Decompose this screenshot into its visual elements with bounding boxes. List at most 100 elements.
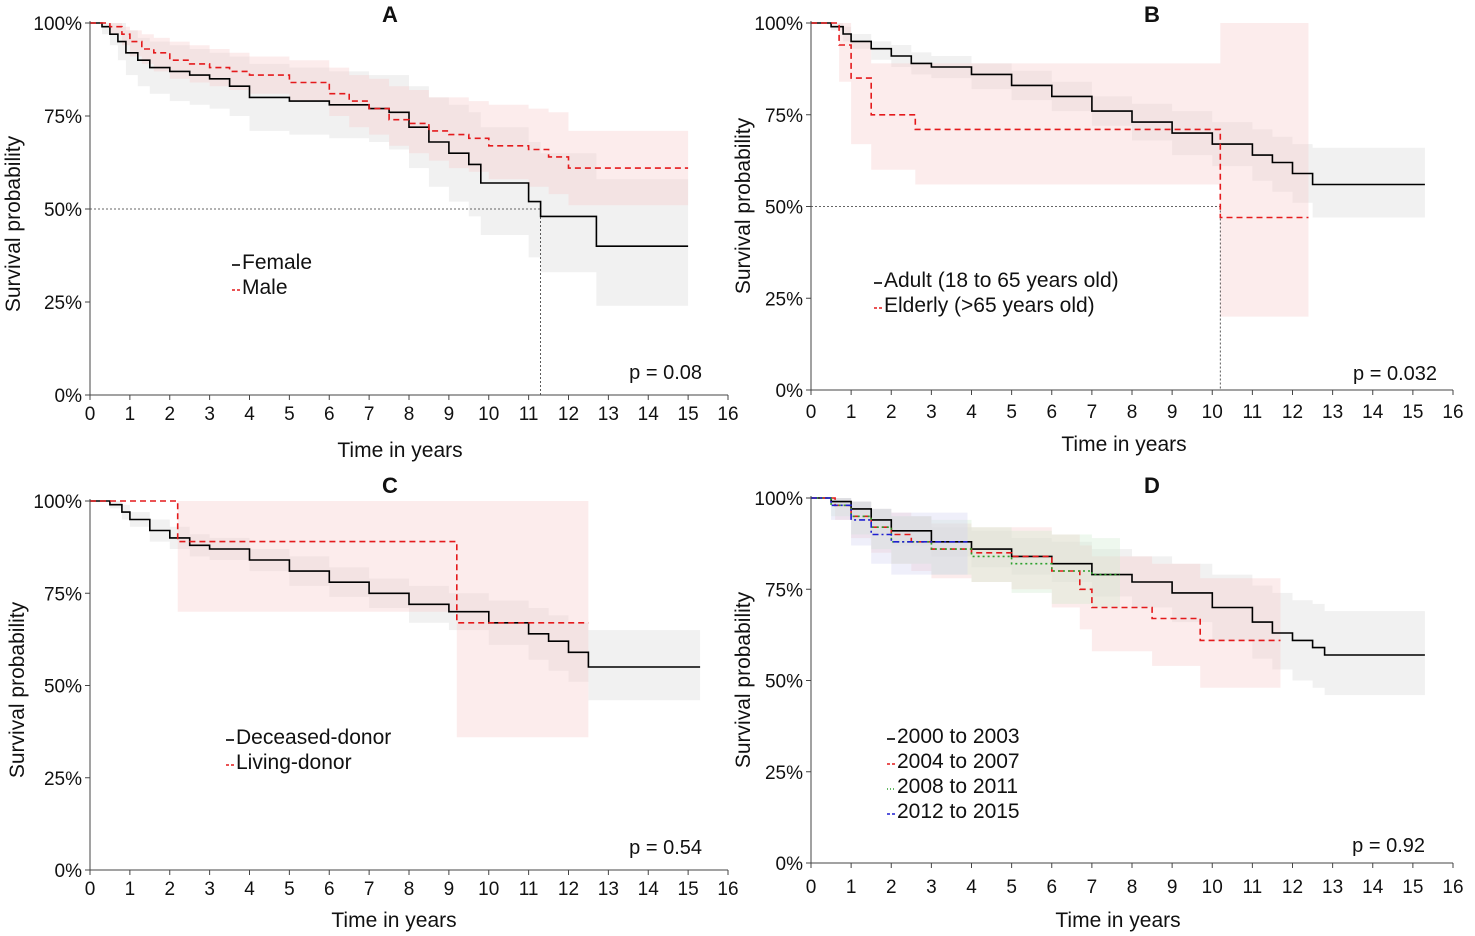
panel-b: 0 1 2 3 4 5 6 7 8 9 10 11 12 13 14 15 160%25%50%75%100%S… <box>732 2 1464 456</box>
x-tick-label: 4 <box>966 402 977 423</box>
legend-label: 2000 to 2003 <box>897 725 1020 748</box>
y-tick-label: 100% <box>754 489 803 510</box>
x-tick-label: 5 <box>1006 402 1017 423</box>
x-tick-label: 10 <box>478 879 499 900</box>
x-tick-label: 7 <box>364 879 375 900</box>
x-tick-label: 13 <box>598 879 619 900</box>
panel-a: 0 1 2 3 4 5 6 7 8 9 10 11 12 13 14 15 160%25%50%75%100%S… <box>2 2 739 462</box>
survival-curve-female <box>90 22 689 247</box>
survival-curve-2004-to-2007 <box>811 497 1281 642</box>
ci-band-elderly-65-years-old- <box>811 23 1309 317</box>
y-tick-label: 50% <box>765 198 803 219</box>
x-tick-label: 12 <box>558 404 579 425</box>
y-axis-title: Survival probability <box>2 135 25 312</box>
x-tick-label: 3 <box>926 402 937 423</box>
x-tick-label: 15 <box>1402 877 1423 898</box>
ci-band-2000-to-2003 <box>811 498 1425 696</box>
x-tick-label: 6 <box>324 879 335 900</box>
x-tick-label: 8 <box>404 404 415 425</box>
y-tick-label: 75% <box>44 107 82 128</box>
x-tick-label: 4 <box>244 879 255 900</box>
ci-band-female <box>90 23 689 306</box>
x-tick-label: 11 <box>1243 877 1263 898</box>
ci-band-2012-to-2015 <box>811 498 968 575</box>
x-tick-label: 3 <box>204 879 215 900</box>
y-tick-label: 75% <box>44 584 82 605</box>
y-tick-label: 0% <box>55 386 83 407</box>
y-tick-label: 0% <box>776 381 804 402</box>
y-tick-label: 25% <box>44 769 82 790</box>
x-tick-label: 16 <box>717 879 738 900</box>
y-tick-label: 75% <box>765 580 803 601</box>
p-value: p = 0.54 <box>629 837 702 859</box>
x-tick-label: 13 <box>1322 402 1343 423</box>
x-tick-label: 0 <box>806 402 817 423</box>
x-tick-label: 8 <box>1127 402 1138 423</box>
legend-label: Adult (18 to 65 years old) <box>884 269 1119 292</box>
x-tick-label: 9 <box>444 879 455 900</box>
x-tick-label: 8 <box>1127 877 1138 898</box>
x-tick-label: 15 <box>678 879 699 900</box>
y-tick-label: 50% <box>44 200 82 221</box>
x-tick-label: 14 <box>638 404 660 425</box>
survival-curve-elderly-65-years-old- <box>811 22 1309 219</box>
y-tick-label: 50% <box>44 677 82 698</box>
x-axis-title: Time in years <box>1061 433 1186 456</box>
y-tick-label: 25% <box>765 289 803 310</box>
panel-d: 0 1 2 3 4 5 6 7 8 9 10 11 12 13 14 15 160%25%50%75%100%S… <box>732 473 1464 932</box>
panel-label: A <box>382 2 398 27</box>
y-tick-label: 0% <box>55 861 83 882</box>
x-tick-label: 7 <box>1087 877 1098 898</box>
panel-label: B <box>1144 2 1160 27</box>
x-tick-label: 5 <box>284 879 295 900</box>
survival-curve-2012-to-2015 <box>811 497 968 543</box>
x-tick-label: 2 <box>886 877 897 898</box>
legend-label: Deceased-donor <box>236 726 391 749</box>
x-tick-label: 0 <box>806 877 817 898</box>
x-tick-label: 9 <box>444 404 455 425</box>
survival-curve-living-donor <box>90 500 589 624</box>
x-tick-label: 10 <box>1202 402 1223 423</box>
x-tick-label: 15 <box>678 404 699 425</box>
ci-band-deceased-donor <box>90 501 701 701</box>
y-axis-title: Survival probability <box>732 117 755 294</box>
panel-c: 0 1 2 3 4 5 6 7 8 9 10 11 12 13 14 15 160%25%50%75%100%S… <box>6 473 739 932</box>
x-tick-label: 3 <box>204 404 215 425</box>
y-axis-title: Survival probability <box>732 591 755 768</box>
x-tick-label: 6 <box>1046 877 1057 898</box>
y-tick-label: 100% <box>754 14 803 35</box>
ci-band-2008-to-2011 <box>811 498 1120 608</box>
x-tick-label: 13 <box>598 404 619 425</box>
x-tick-label: 2 <box>886 402 897 423</box>
x-tick-label: 1 <box>125 879 136 900</box>
x-tick-label: 6 <box>324 404 335 425</box>
x-tick-label: 12 <box>1282 877 1303 898</box>
legend-label: Living-donor <box>236 751 352 774</box>
panel-label: C <box>382 473 398 498</box>
x-tick-label: 8 <box>404 879 415 900</box>
survival-curve-deceased-donor <box>90 500 701 668</box>
legend-label: 2012 to 2015 <box>897 800 1020 823</box>
x-tick-label: 0 <box>85 879 96 900</box>
x-tick-label: 5 <box>1006 877 1017 898</box>
x-axis-title: Time in years <box>331 909 456 932</box>
x-axis-title: Time in years <box>337 439 462 462</box>
x-tick-label: 1 <box>846 877 857 898</box>
legend-label: Male <box>242 276 288 299</box>
x-tick-label: 16 <box>1442 877 1463 898</box>
y-tick-label: 25% <box>44 293 82 314</box>
x-tick-label: 7 <box>364 404 375 425</box>
p-value: p = 0.08 <box>629 362 702 384</box>
x-tick-label: 2 <box>164 404 175 425</box>
p-value: p = 0.032 <box>1353 363 1437 385</box>
ci-band-adult-18-to-65-years-old- <box>811 23 1425 218</box>
y-tick-label: 50% <box>765 672 803 693</box>
x-tick-label: 9 <box>1167 877 1178 898</box>
x-tick-label: 3 <box>926 877 937 898</box>
x-tick-label: 6 <box>1046 402 1057 423</box>
y-tick-label: 0% <box>776 854 804 875</box>
x-tick-label: 1 <box>846 402 857 423</box>
legend-label: 2004 to 2007 <box>897 750 1020 773</box>
ci-band-2004-to-2007 <box>811 498 1281 688</box>
